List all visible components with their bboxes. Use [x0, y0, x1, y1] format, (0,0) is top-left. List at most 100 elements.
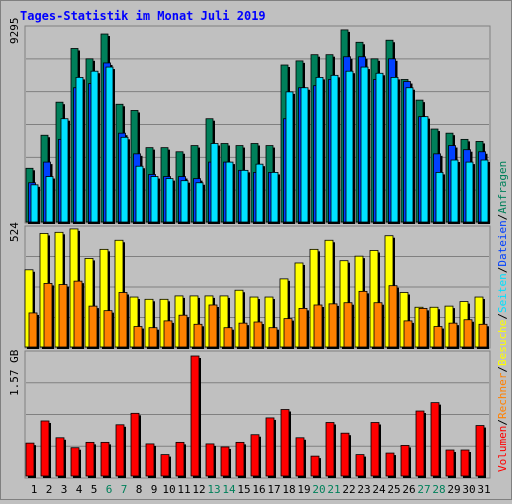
x-tick-label: 31 [477, 483, 490, 496]
x-tick-label: 10 [162, 483, 175, 496]
rechner-bar [208, 304, 218, 348]
volumen-bar [325, 422, 335, 477]
seiten-bar [375, 72, 384, 223]
seiten-bar [270, 172, 279, 223]
volumen-bar [70, 447, 80, 477]
volumen-bar [250, 434, 260, 477]
panel-volume: 1.57 GB [8, 349, 491, 479]
x-tick-label: 6 [106, 483, 113, 496]
x-tick-label: 21 [327, 483, 340, 496]
volumen-bar [40, 420, 50, 477]
rechner-bar [403, 320, 413, 348]
x-tick-label: 7 [121, 483, 128, 496]
legend-sep-1: / [496, 419, 509, 426]
seiten-bar [165, 178, 174, 223]
seiten-bar [60, 118, 69, 223]
rechner-bar [223, 327, 233, 348]
x-tick-label: 19 [297, 483, 310, 496]
volumen-bar [340, 432, 350, 477]
volumen-bar [355, 454, 365, 477]
volumen-bar [445, 449, 455, 477]
volumen-bar [190, 355, 200, 477]
rechner-bar [148, 327, 158, 348]
volumen-bar [280, 409, 290, 477]
volumen-bar [115, 424, 125, 477]
volumen-bar [475, 425, 485, 477]
seiten-bar [45, 176, 54, 223]
x-tick-label: 16 [252, 483, 265, 496]
volumen-bar [145, 443, 155, 477]
x-tick-label: 25 [387, 483, 400, 496]
x-tick-label: 29 [447, 483, 460, 496]
seiten-bar [30, 184, 39, 223]
legend-sep-5: / [496, 214, 509, 221]
rechner-bar [343, 302, 353, 348]
x-axis-day-labels: 1 2 3 4 5 6 7 8 9 10 11 12 13 14 15 16 17 18 19 20 21 22 23 24 2… [31, 483, 491, 496]
x-tick-label: 5 [91, 483, 98, 496]
rechner-bar [358, 290, 368, 348]
volumen-bar [130, 412, 140, 477]
rechner-bar [463, 319, 473, 348]
rechner-bar [178, 314, 188, 348]
seiten-bar [195, 182, 204, 223]
seiten-bar [285, 91, 294, 223]
x-tick-label: 14 [222, 483, 236, 496]
seiten-bar [75, 77, 84, 223]
panel-volume-max-label: 1.57 GB [8, 349, 21, 396]
x-tick-label: 3 [61, 483, 68, 496]
seiten-bar [225, 161, 234, 223]
x-tick-label: 18 [282, 483, 295, 496]
legend-besuche: Besuche [496, 320, 509, 366]
x-tick-label: 12 [192, 483, 205, 496]
volumen-bar [310, 455, 320, 477]
x-tick-label: 20 [312, 483, 325, 496]
x-tick-label: 27 [417, 483, 430, 496]
x-tick-label: 8 [136, 483, 143, 496]
legend-sep-2: / [496, 366, 509, 373]
rechner-bar [373, 302, 383, 348]
rechner-bar [193, 323, 203, 348]
x-tick-label: 2 [46, 483, 53, 496]
volumen-bar [85, 441, 95, 477]
seiten-bar [345, 70, 354, 223]
rechner-bar [418, 307, 428, 348]
seiten-bar [135, 165, 144, 223]
volumen-bar [100, 441, 110, 477]
rechner-bar [58, 284, 68, 348]
rechner-bar [88, 305, 98, 348]
legend-dateien: Dateien [496, 220, 509, 266]
seiten-bar [480, 159, 489, 223]
rechner-bar [103, 310, 113, 348]
legend-rechner: Rechner [496, 372, 509, 419]
rechner-bar [298, 307, 308, 348]
x-tick-label: 26 [402, 483, 415, 496]
volumen-bar [430, 402, 440, 477]
seiten-bar [465, 161, 474, 223]
legend-sep-3: / [496, 313, 509, 320]
x-tick-label: 28 [432, 483, 445, 496]
seiten-bar [420, 116, 429, 223]
legend-volumen: Volumen [496, 426, 509, 472]
rechner-bar [163, 320, 173, 348]
x-tick-label: 15 [237, 483, 250, 496]
rechner-bar [253, 321, 263, 348]
legend-anfragen: Anfragen [496, 161, 509, 214]
rechner-bar [118, 292, 128, 348]
rechner-bar [433, 326, 443, 348]
seiten-bar [315, 77, 324, 223]
x-tick-label: 17 [267, 483, 280, 496]
volumen-bar [400, 445, 410, 477]
seiten-bar [150, 176, 159, 223]
seiten-bar [300, 87, 309, 223]
rechner-bar [133, 326, 143, 348]
panel-visits-bars [24, 228, 489, 349]
rechner-bar [238, 322, 248, 348]
x-tick-label: 24 [372, 483, 386, 496]
volumen-bar [220, 446, 230, 477]
seiten-bar [390, 77, 399, 223]
panel-visits: 524 [8, 222, 491, 349]
x-tick-label: 22 [342, 483, 355, 496]
x-tick-label: 13 [207, 483, 220, 496]
